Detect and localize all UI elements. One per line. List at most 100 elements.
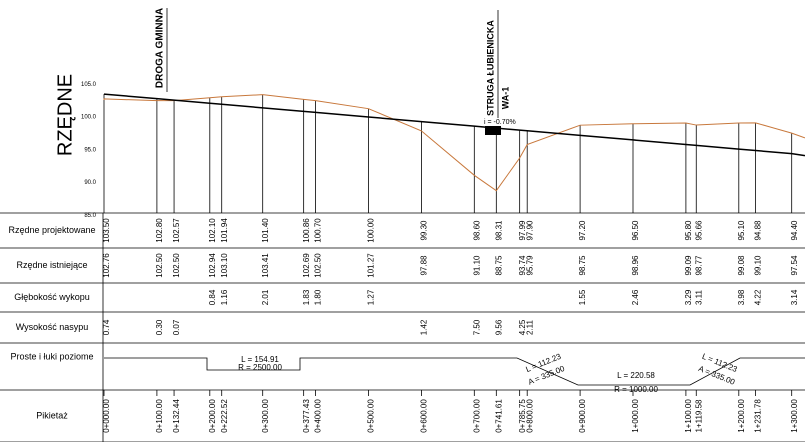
station-value: 96.50	[631, 220, 640, 241]
station-value: 0+300.00	[261, 399, 270, 433]
station-value: 2.01	[261, 289, 270, 305]
station-value: 3.29	[684, 289, 693, 305]
station-value: 1+100.00	[684, 399, 693, 433]
station-value: 0.07	[172, 319, 181, 335]
station-value: 0+600.00	[420, 399, 429, 433]
station-value: 0+132.44	[172, 399, 181, 433]
station-value: 0.74	[102, 319, 111, 335]
station-value: 98.31	[494, 220, 503, 241]
alignment-length: L = 154.91	[241, 355, 279, 364]
station-value: 103.41	[261, 253, 270, 278]
station-value: 3.98	[737, 289, 746, 305]
row-header: Rzędne projektowane	[8, 225, 95, 235]
station-value: 0+377.43	[302, 399, 311, 433]
alignment-parameter: R = 1000.00	[614, 385, 658, 394]
station-value: 97.54	[790, 255, 799, 276]
station-value: 91.10	[472, 255, 481, 276]
elevation-tick: 100.0	[81, 115, 97, 121]
station-value: 101.40	[261, 218, 270, 243]
station-value: 0.30	[155, 319, 164, 335]
station-value: 94.88	[754, 220, 763, 241]
station-value: 101.94	[220, 218, 229, 243]
station-value: 103.50	[102, 218, 111, 243]
station-value: 1+119.58	[694, 399, 703, 433]
station-value: 88.75	[494, 255, 503, 276]
station-value: 1.27	[367, 289, 376, 305]
station-value: 1.80	[314, 289, 323, 305]
station-value: 95.10	[737, 220, 746, 241]
elevation-tick: 90.0	[84, 180, 96, 186]
station-value: 95.66	[694, 220, 703, 241]
slope-label: i = -0.70%	[484, 119, 516, 126]
station-value: 100.86	[302, 218, 311, 243]
station-value: 1+300.00	[790, 399, 799, 433]
station-value: 93.74	[518, 255, 527, 276]
station-value: 2.11	[525, 319, 534, 335]
station-value: 1+000.00	[631, 399, 640, 433]
axis-title: RZĘDNE	[54, 74, 76, 156]
station-value: 98.77	[694, 255, 703, 276]
station-value: 102.50	[172, 253, 181, 278]
alignment-length: L = 220.58	[617, 371, 655, 380]
station-value: 0+000.00	[102, 399, 111, 433]
station-value: 3.11	[694, 289, 703, 305]
row-header: Wysokość nasypu	[16, 322, 88, 332]
station-value: 9.56	[494, 319, 503, 335]
station-value: 99.09	[684, 255, 693, 276]
station-value: 102.80	[155, 218, 164, 243]
station-value: 101.27	[367, 253, 376, 278]
station-value: 0+400.00	[314, 399, 323, 433]
row-header: Proste i łuki poziome	[10, 351, 93, 361]
station-value: 0+200.00	[208, 399, 217, 433]
alignment-parameter: R = 2500.00	[238, 363, 282, 372]
station-value: 1.55	[578, 289, 587, 305]
station-value: 98.96	[631, 255, 640, 276]
row-header: Pikietaż	[36, 410, 68, 420]
station-value: 103.10	[220, 253, 229, 278]
station-value: 98.75	[578, 255, 587, 276]
station-value: 102.50	[314, 253, 323, 278]
station-value: 102.50	[155, 253, 164, 278]
station-value: 1.16	[220, 289, 229, 305]
culvert-label: WA-1	[500, 87, 510, 110]
station-value: 95.80	[684, 220, 693, 241]
station-value: 97.20	[578, 220, 587, 241]
station-value: 1+200.00	[737, 399, 746, 433]
terrain-line	[103, 94, 805, 192]
station-value: 94.40	[790, 220, 799, 241]
station-value: 0+785.75	[518, 399, 527, 433]
station-value: 0+500.00	[367, 399, 376, 433]
elevation-tick: 95.0	[84, 147, 96, 153]
station-value: 1+231.78	[754, 399, 763, 433]
station-value: 7.50	[472, 319, 481, 335]
station-value: 0+741.61	[494, 399, 503, 433]
row-header: Głębokość wykopu	[14, 292, 90, 302]
station-value: 98.60	[472, 220, 481, 241]
station-value: 0.84	[208, 289, 217, 305]
station-value: 99.08	[737, 255, 746, 276]
station-value: 2.46	[631, 289, 640, 305]
station-value: 95.79	[525, 255, 534, 276]
station-value: 0+800.00	[525, 399, 534, 433]
station-value: 97.99	[518, 220, 527, 241]
station-value: 4.22	[754, 289, 763, 305]
station-value: 102.69	[302, 253, 311, 278]
station-value: 102.94	[208, 253, 217, 278]
elevation-tick: 105.0	[81, 82, 97, 88]
design-line	[103, 93, 805, 157]
station-value: 102.76	[102, 253, 111, 278]
station-value: 1.42	[420, 319, 429, 335]
station-value: 100.70	[314, 218, 323, 243]
row-header: Rzędne istniejące	[16, 260, 87, 270]
road-label: DROGA GMINNA	[155, 8, 166, 88]
station-value: 97.90	[525, 220, 534, 241]
station-value: 3.14	[790, 289, 799, 305]
station-value: 99.30	[420, 220, 429, 241]
station-value: 4.25	[518, 319, 527, 335]
station-value: 0+100.00	[155, 399, 164, 433]
station-value: 0+700.00	[472, 399, 481, 433]
stream-label: STRUGA ŁUBIENICKA	[485, 20, 495, 116]
station-value: 0+900.00	[578, 399, 587, 433]
elevation-tick: 85.0	[84, 213, 96, 219]
